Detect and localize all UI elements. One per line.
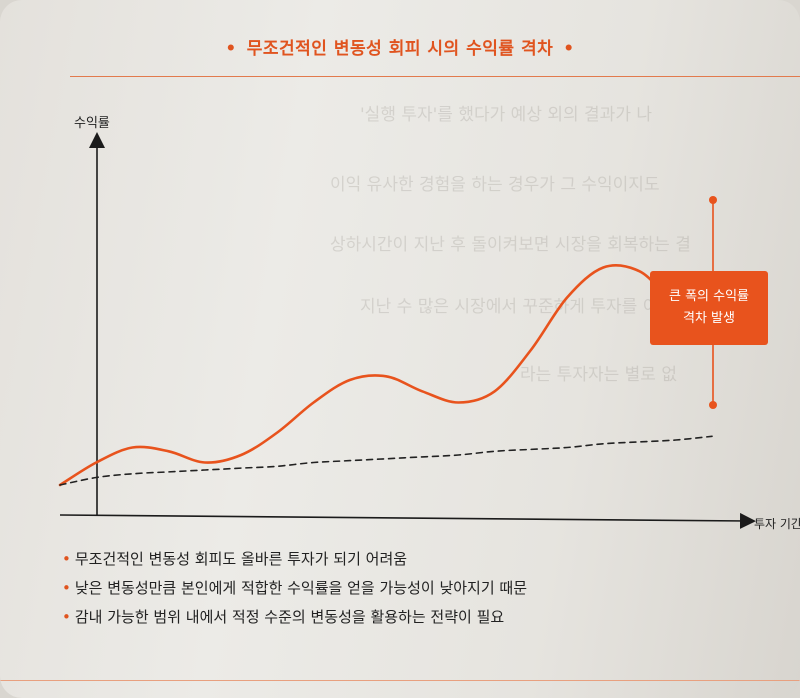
gap-bottom-marker	[709, 401, 717, 409]
title-divider	[70, 76, 800, 77]
gap-top-marker	[709, 196, 717, 204]
y-axis-label: 수익률	[74, 116, 110, 131]
bleed-through-text: 상하시간이 지난 후 돌이켜보면 시장을 회복하는 결	[330, 235, 691, 255]
x-axis	[59, 512, 756, 529]
note-item: • 감내 가능한 범위 내에서 적정 수준의 변동성을 활용하는 전략이 필요	[62, 608, 505, 626]
bottom-divider	[0, 680, 800, 681]
note-item: • 무조건적인 변동성 회피도 올바른 투자가 되기 어려움	[62, 550, 408, 568]
note-item: • 낮은 변동성만큼 본인에게 적합한 수익률을 얻을 가능성이 낮아지기 때문	[62, 579, 528, 597]
x-axis-label: 투자 기간	[754, 517, 800, 531]
gap-callout: 큰 폭의 수익률 격차 발생	[650, 271, 768, 345]
notes-list: • 무조건적인 변동성 회피도 올바른 투자가 되기 어려움 • 낮은 변동성만큼 …	[62, 548, 527, 635]
bleed-through-text: '실행 투자'를 했다가 예상 외의 결과가 나	[360, 105, 653, 125]
callout-line-1: 큰 폭의 수익률	[668, 289, 750, 304]
bleed-through-text: 지난 수 많은 시장에서 꾸준하게 투자를 이	[360, 297, 659, 317]
bleed-through-text: 이익 유사한 경험을 하는 경우가 그 수익이지도	[330, 175, 660, 195]
bleed-through-text: 라는 투자자는 별로 없	[520, 365, 677, 385]
low-volatility-series-line	[59, 435, 713, 486]
figure-title: • 무조건적인 변동성 회피 시의 수익률 격차 •	[225, 39, 575, 59]
volatile-series-line	[58, 263, 714, 487]
callout-line-2: 격차 발생	[683, 311, 735, 326]
